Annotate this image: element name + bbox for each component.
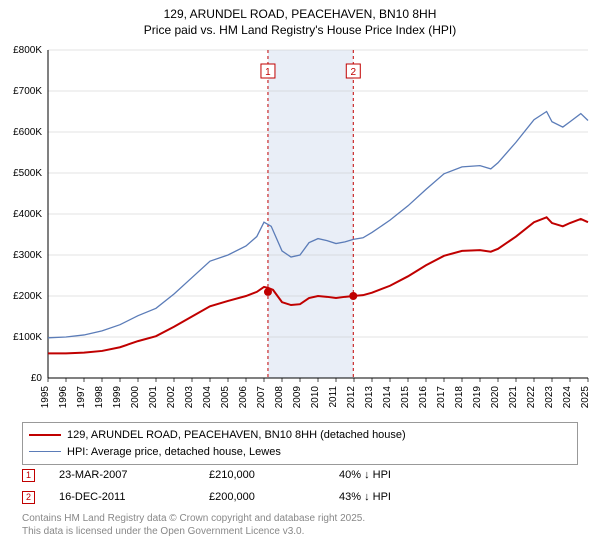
svg-text:2019: 2019 [472, 386, 483, 409]
sale-marker: 2 [22, 491, 35, 504]
sale-row: 2 16-DEC-2011£200,00043% ↓ HPI [22, 486, 479, 508]
attribution-line-1: Contains HM Land Registry data © Crown c… [22, 512, 365, 525]
svg-text:2017: 2017 [436, 386, 447, 409]
attribution: Contains HM Land Registry data © Crown c… [22, 512, 365, 538]
svg-text:£200K: £200K [13, 291, 42, 302]
svg-text:2003: 2003 [184, 386, 195, 409]
svg-text:2004: 2004 [202, 386, 213, 409]
legend-swatch [29, 434, 61, 436]
svg-text:2024: 2024 [562, 386, 573, 409]
svg-text:2000: 2000 [130, 386, 141, 409]
svg-text:£100K: £100K [13, 332, 42, 343]
svg-text:2022: 2022 [526, 386, 537, 409]
svg-text:2013: 2013 [364, 386, 375, 409]
sale-date: 23-MAR-2007 [59, 469, 209, 481]
legend-item: 129, ARUNDEL ROAD, PEACEHAVEN, BN10 8HH … [29, 427, 571, 444]
svg-text:2014: 2014 [382, 386, 393, 409]
legend: 129, ARUNDEL ROAD, PEACEHAVEN, BN10 8HH … [22, 422, 578, 465]
svg-text:2002: 2002 [166, 386, 177, 409]
svg-text:2011: 2011 [328, 386, 339, 408]
sale-diff: 43% ↓ HPI [339, 491, 479, 503]
svg-text:£300K: £300K [13, 250, 42, 261]
sale-marker: 1 [22, 469, 35, 482]
svg-text:2016: 2016 [418, 386, 429, 409]
svg-text:£600K: £600K [13, 127, 42, 138]
svg-text:2007: 2007 [256, 386, 267, 409]
svg-text:2010: 2010 [310, 386, 321, 409]
svg-text:2018: 2018 [454, 386, 465, 409]
svg-text:1999: 1999 [112, 386, 123, 409]
attribution-line-2: This data is licensed under the Open Gov… [22, 525, 365, 538]
sale-row: 1 23-MAR-2007£210,00040% ↓ HPI [22, 464, 479, 486]
svg-text:2009: 2009 [292, 386, 303, 409]
title-line-1: 129, ARUNDEL ROAD, PEACEHAVEN, BN10 8HH [0, 6, 600, 22]
sale-price: £200,000 [209, 491, 339, 503]
svg-text:2001: 2001 [148, 386, 159, 409]
legend-label: HPI: Average price, detached house, Lewe… [67, 444, 281, 461]
sale-date: 16-DEC-2011 [59, 491, 209, 503]
legend-label: 129, ARUNDEL ROAD, PEACEHAVEN, BN10 8HH … [67, 427, 406, 444]
svg-text:1997: 1997 [76, 386, 87, 409]
svg-text:1998: 1998 [94, 386, 105, 409]
legend-item: HPI: Average price, detached house, Lewe… [29, 444, 571, 461]
svg-text:£500K: £500K [13, 168, 42, 179]
svg-text:2020: 2020 [490, 386, 501, 409]
sale-diff: 40% ↓ HPI [339, 469, 479, 481]
sale-price: £210,000 [209, 469, 339, 481]
svg-text:2: 2 [350, 67, 356, 78]
svg-text:2025: 2025 [580, 386, 591, 409]
svg-text:2008: 2008 [274, 386, 285, 409]
svg-text:2012: 2012 [346, 386, 357, 409]
svg-text:£400K: £400K [13, 209, 42, 220]
svg-text:1: 1 [265, 67, 271, 78]
svg-text:2015: 2015 [400, 386, 411, 409]
svg-text:2006: 2006 [238, 386, 249, 409]
svg-text:£700K: £700K [13, 86, 42, 97]
chart-svg: £0 £100K £200K £300K £400K £500K £600K £700K £80… [0, 44, 600, 414]
sale-records: 1 23-MAR-2007£210,00040% ↓ HPI 2 16-DEC-201… [22, 464, 479, 508]
chart-title: 129, ARUNDEL ROAD, PEACEHAVEN, BN10 8HH … [0, 0, 600, 38]
svg-text:1995: 1995 [40, 386, 51, 409]
chart-container: 129, ARUNDEL ROAD, PEACEHAVEN, BN10 8HH … [0, 0, 600, 560]
svg-text:1996: 1996 [58, 386, 69, 409]
svg-text:£800K: £800K [13, 45, 42, 56]
chart-plot: £0 £100K £200K £300K £400K £500K £600K £700K £80… [0, 44, 600, 414]
svg-text:£0: £0 [31, 373, 43, 384]
legend-swatch [29, 451, 61, 452]
svg-text:2023: 2023 [544, 386, 555, 409]
svg-text:2005: 2005 [220, 386, 231, 409]
svg-text:2021: 2021 [508, 386, 519, 409]
title-line-2: Price paid vs. HM Land Registry's House … [0, 22, 600, 38]
